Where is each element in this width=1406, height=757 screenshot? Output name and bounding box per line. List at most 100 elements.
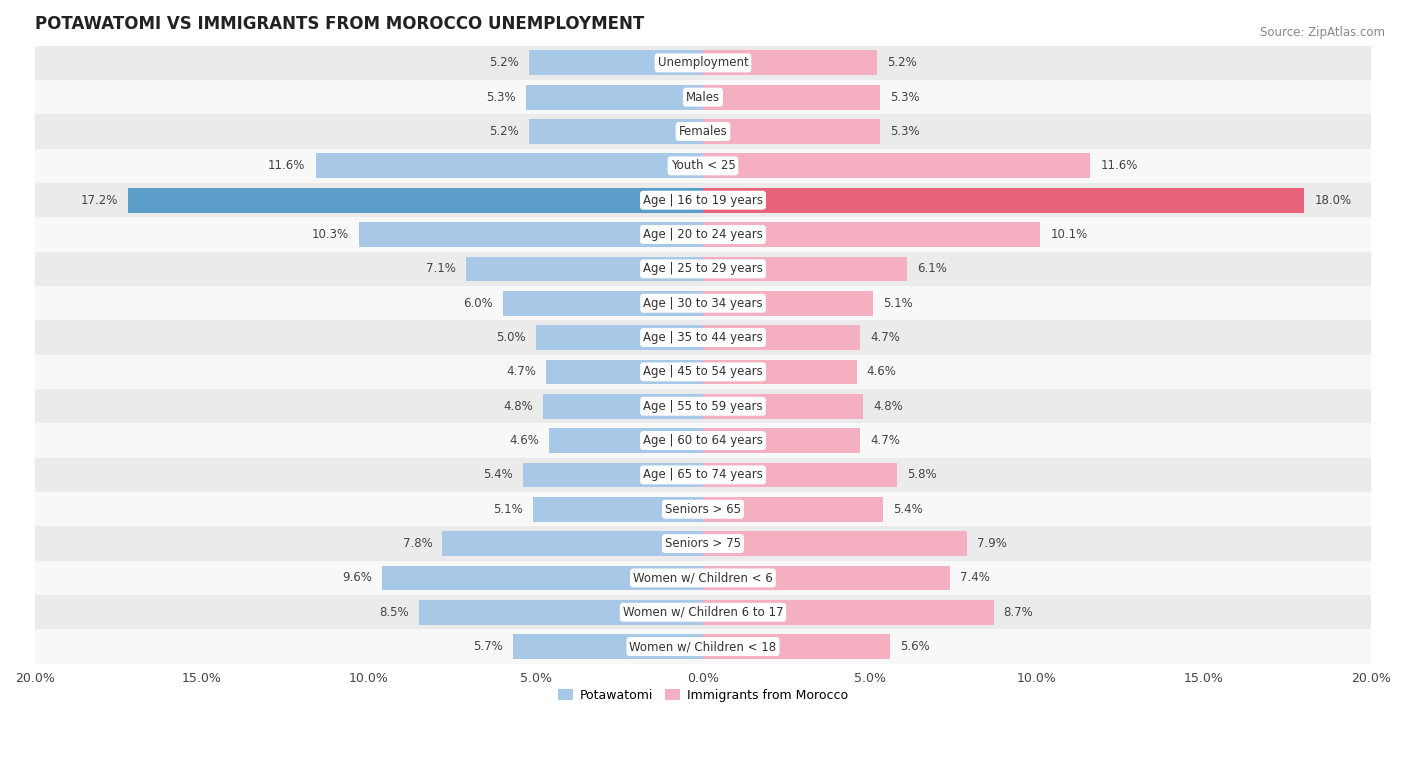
Text: 11.6%: 11.6%: [269, 160, 305, 173]
Bar: [703, 154, 1091, 178]
Text: Women w/ Children 6 to 17: Women w/ Children 6 to 17: [623, 606, 783, 618]
Bar: [703, 360, 856, 385]
Bar: [35, 114, 1371, 148]
Bar: [35, 423, 1371, 458]
Bar: [35, 148, 1371, 183]
Text: Age | 16 to 19 years: Age | 16 to 19 years: [643, 194, 763, 207]
Bar: [35, 629, 1371, 664]
Bar: [703, 51, 877, 75]
Text: 7.9%: 7.9%: [977, 537, 1007, 550]
Bar: [703, 119, 880, 144]
Bar: [703, 222, 1040, 247]
Text: 4.7%: 4.7%: [506, 366, 536, 378]
Text: 17.2%: 17.2%: [82, 194, 118, 207]
Bar: [533, 497, 703, 522]
Text: 5.1%: 5.1%: [883, 297, 912, 310]
Text: 4.7%: 4.7%: [870, 331, 900, 344]
Bar: [523, 463, 703, 488]
Text: 4.8%: 4.8%: [873, 400, 903, 413]
Bar: [703, 85, 880, 110]
Bar: [35, 458, 1371, 492]
Bar: [703, 463, 897, 488]
Text: 5.0%: 5.0%: [496, 331, 526, 344]
Legend: Potawatomi, Immigrants from Morocco: Potawatomi, Immigrants from Morocco: [553, 684, 853, 707]
Text: 8.5%: 8.5%: [380, 606, 409, 618]
Bar: [703, 394, 863, 419]
Text: 5.6%: 5.6%: [900, 640, 929, 653]
Text: Age | 25 to 29 years: Age | 25 to 29 years: [643, 263, 763, 276]
Text: Unemployment: Unemployment: [658, 56, 748, 70]
Text: POTAWATOMI VS IMMIGRANTS FROM MOROCCO UNEMPLOYMENT: POTAWATOMI VS IMMIGRANTS FROM MOROCCO UN…: [35, 15, 644, 33]
Text: 5.2%: 5.2%: [489, 125, 519, 138]
Text: Source: ZipAtlas.com: Source: ZipAtlas.com: [1260, 26, 1385, 39]
Text: 5.1%: 5.1%: [494, 503, 523, 516]
Text: 7.1%: 7.1%: [426, 263, 456, 276]
Text: 4.6%: 4.6%: [509, 434, 540, 447]
Text: Age | 55 to 59 years: Age | 55 to 59 years: [643, 400, 763, 413]
Bar: [35, 389, 1371, 423]
Text: Youth < 25: Youth < 25: [671, 160, 735, 173]
Text: Age | 65 to 74 years: Age | 65 to 74 years: [643, 469, 763, 481]
Text: 5.2%: 5.2%: [887, 56, 917, 70]
Bar: [315, 154, 703, 178]
Bar: [703, 565, 950, 590]
Text: 7.8%: 7.8%: [402, 537, 433, 550]
Bar: [35, 217, 1371, 251]
Text: 5.8%: 5.8%: [907, 469, 936, 481]
Text: 8.7%: 8.7%: [1004, 606, 1033, 618]
Bar: [529, 119, 703, 144]
Bar: [465, 257, 703, 282]
Text: Seniors > 75: Seniors > 75: [665, 537, 741, 550]
Text: 4.6%: 4.6%: [866, 366, 897, 378]
Text: 7.4%: 7.4%: [960, 572, 990, 584]
Text: 5.4%: 5.4%: [482, 469, 513, 481]
Bar: [526, 85, 703, 110]
Bar: [35, 595, 1371, 629]
Text: Women w/ Children < 18: Women w/ Children < 18: [630, 640, 776, 653]
Text: 5.4%: 5.4%: [893, 503, 924, 516]
Text: Age | 30 to 34 years: Age | 30 to 34 years: [643, 297, 763, 310]
Bar: [703, 257, 907, 282]
Bar: [35, 561, 1371, 595]
Text: Age | 45 to 54 years: Age | 45 to 54 years: [643, 366, 763, 378]
Bar: [703, 531, 967, 556]
Bar: [128, 188, 703, 213]
Bar: [35, 45, 1371, 80]
Text: 18.0%: 18.0%: [1315, 194, 1351, 207]
Text: 9.6%: 9.6%: [343, 572, 373, 584]
Bar: [35, 183, 1371, 217]
Text: 6.0%: 6.0%: [463, 297, 492, 310]
Bar: [703, 291, 873, 316]
Bar: [443, 531, 703, 556]
Bar: [529, 51, 703, 75]
Text: 10.1%: 10.1%: [1050, 228, 1088, 241]
Bar: [35, 286, 1371, 320]
Text: 5.7%: 5.7%: [472, 640, 502, 653]
Text: 10.3%: 10.3%: [312, 228, 349, 241]
Bar: [703, 188, 1305, 213]
Text: 11.6%: 11.6%: [1101, 160, 1137, 173]
Text: 4.7%: 4.7%: [870, 434, 900, 447]
Text: 4.8%: 4.8%: [503, 400, 533, 413]
Bar: [35, 526, 1371, 561]
Bar: [703, 326, 860, 350]
Text: 5.3%: 5.3%: [890, 91, 920, 104]
Text: Age | 35 to 44 years: Age | 35 to 44 years: [643, 331, 763, 344]
Text: Age | 20 to 24 years: Age | 20 to 24 years: [643, 228, 763, 241]
Bar: [543, 394, 703, 419]
Text: 5.2%: 5.2%: [489, 56, 519, 70]
Bar: [703, 600, 994, 625]
Bar: [35, 355, 1371, 389]
Bar: [359, 222, 703, 247]
Text: 5.3%: 5.3%: [486, 91, 516, 104]
Bar: [35, 492, 1371, 526]
Bar: [546, 360, 703, 385]
Bar: [703, 497, 883, 522]
Text: Women w/ Children < 6: Women w/ Children < 6: [633, 572, 773, 584]
Text: 6.1%: 6.1%: [917, 263, 946, 276]
Text: Seniors > 65: Seniors > 65: [665, 503, 741, 516]
Text: Females: Females: [679, 125, 727, 138]
Bar: [35, 320, 1371, 355]
Bar: [703, 634, 890, 659]
Text: Males: Males: [686, 91, 720, 104]
